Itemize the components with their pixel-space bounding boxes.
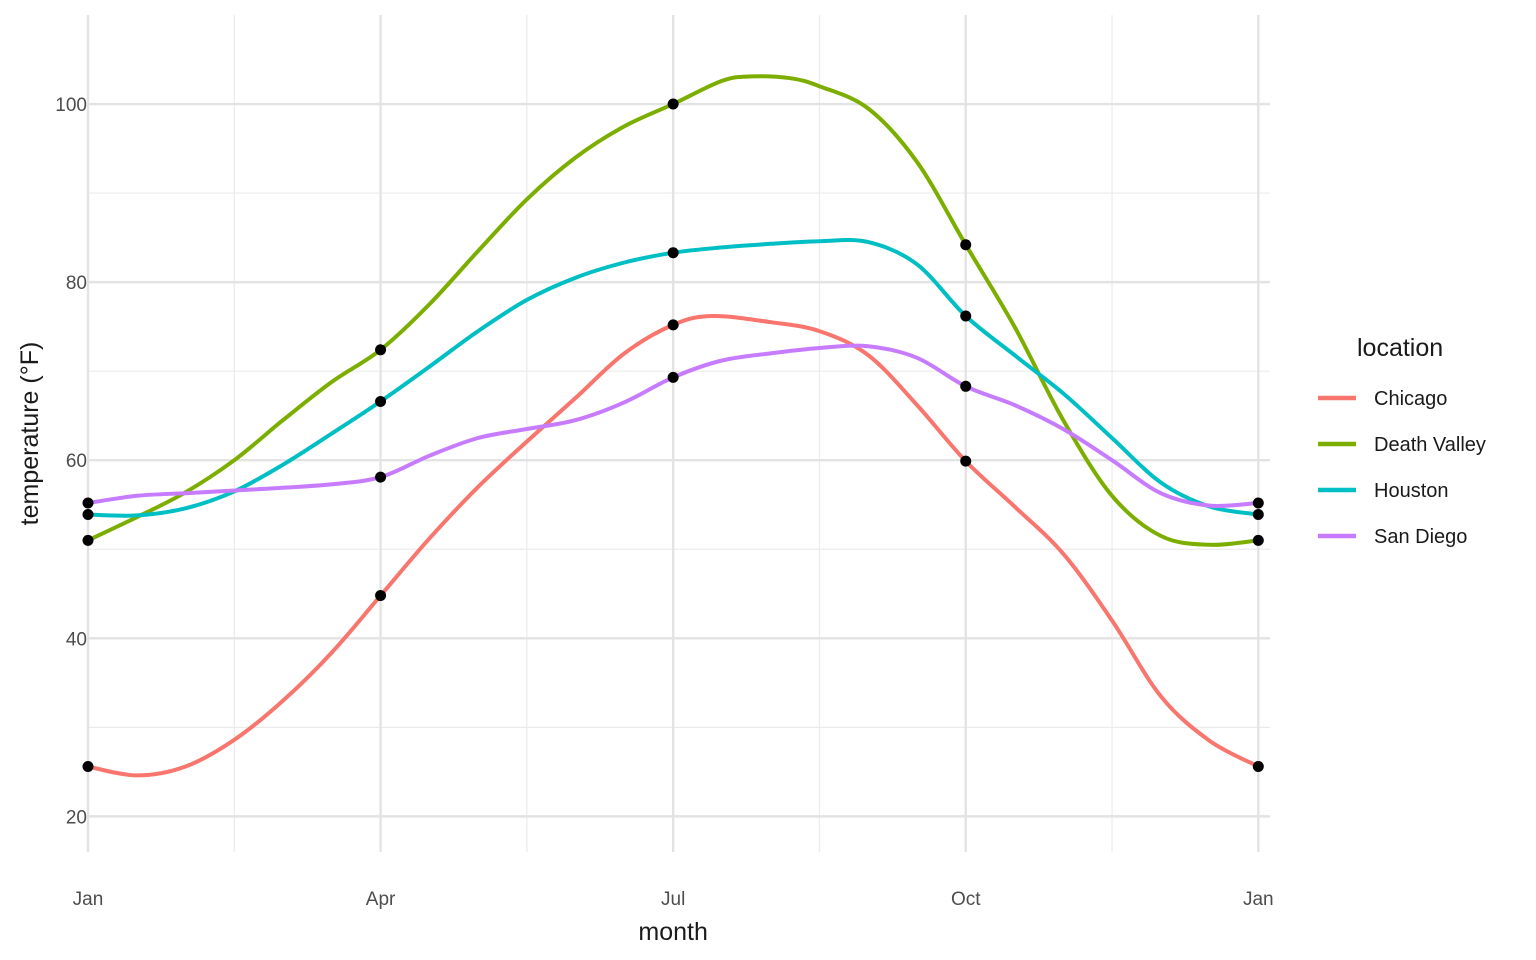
data-point-san-diego bbox=[82, 497, 94, 509]
data-point-san-diego bbox=[1252, 497, 1264, 509]
legend: location Chicago Death Valley Houston San D… bbox=[1318, 334, 1486, 548]
grid-major bbox=[86, 15, 1270, 852]
data-point-chicago bbox=[82, 761, 94, 773]
data-point-death-valley bbox=[960, 239, 972, 251]
data-point-death-valley bbox=[375, 344, 387, 356]
data-point-houston bbox=[1252, 509, 1264, 521]
y-axis-ticks: 20 40 60 80 100 bbox=[55, 95, 87, 828]
data-point-death-valley bbox=[667, 98, 679, 110]
series-points bbox=[82, 98, 1264, 773]
y-tick-label: 80 bbox=[66, 273, 87, 294]
data-point-chicago bbox=[960, 455, 972, 467]
data-point-san-diego bbox=[375, 471, 387, 483]
data-point-chicago bbox=[375, 590, 387, 602]
x-tick-label: Oct bbox=[951, 889, 981, 910]
legend-title: location bbox=[1357, 334, 1443, 362]
legend-label-san-diego: San Diego bbox=[1374, 526, 1467, 548]
series-line-death-valley bbox=[86, 74, 1261, 547]
data-point-san-diego bbox=[960, 380, 972, 392]
x-axis-title: month bbox=[638, 918, 707, 946]
data-point-houston bbox=[960, 310, 972, 322]
data-point-chicago bbox=[667, 319, 679, 331]
data-point-chicago bbox=[1252, 761, 1264, 773]
data-point-death-valley bbox=[82, 534, 94, 546]
data-point-houston bbox=[82, 509, 94, 521]
y-tick-label: 100 bbox=[55, 95, 87, 116]
y-tick-label: 40 bbox=[66, 629, 87, 650]
legend-items: Chicago Death Valley Houston San Diego bbox=[1318, 388, 1486, 548]
y-tick-label: 60 bbox=[66, 451, 87, 472]
y-tick-label: 20 bbox=[66, 807, 87, 828]
data-point-houston bbox=[667, 247, 679, 259]
data-point-houston bbox=[375, 395, 387, 407]
grid-minor bbox=[88, 15, 1270, 852]
data-point-death-valley bbox=[1252, 534, 1264, 546]
x-tick-label: Apr bbox=[366, 889, 396, 910]
legend-label-chicago: Chicago bbox=[1374, 388, 1447, 410]
x-tick-label: Jul bbox=[661, 889, 685, 910]
legend-label-death-valley: Death Valley bbox=[1374, 434, 1486, 456]
x-axis-ticks: Jan Apr Jul Oct Jan bbox=[73, 889, 1274, 910]
y-axis-title: temperature (°F) bbox=[16, 342, 44, 526]
x-tick-label: Jan bbox=[73, 889, 104, 910]
x-tick-label: Jan bbox=[1243, 889, 1274, 910]
data-point-san-diego bbox=[667, 371, 679, 383]
legend-label-houston: Houston bbox=[1374, 480, 1449, 502]
